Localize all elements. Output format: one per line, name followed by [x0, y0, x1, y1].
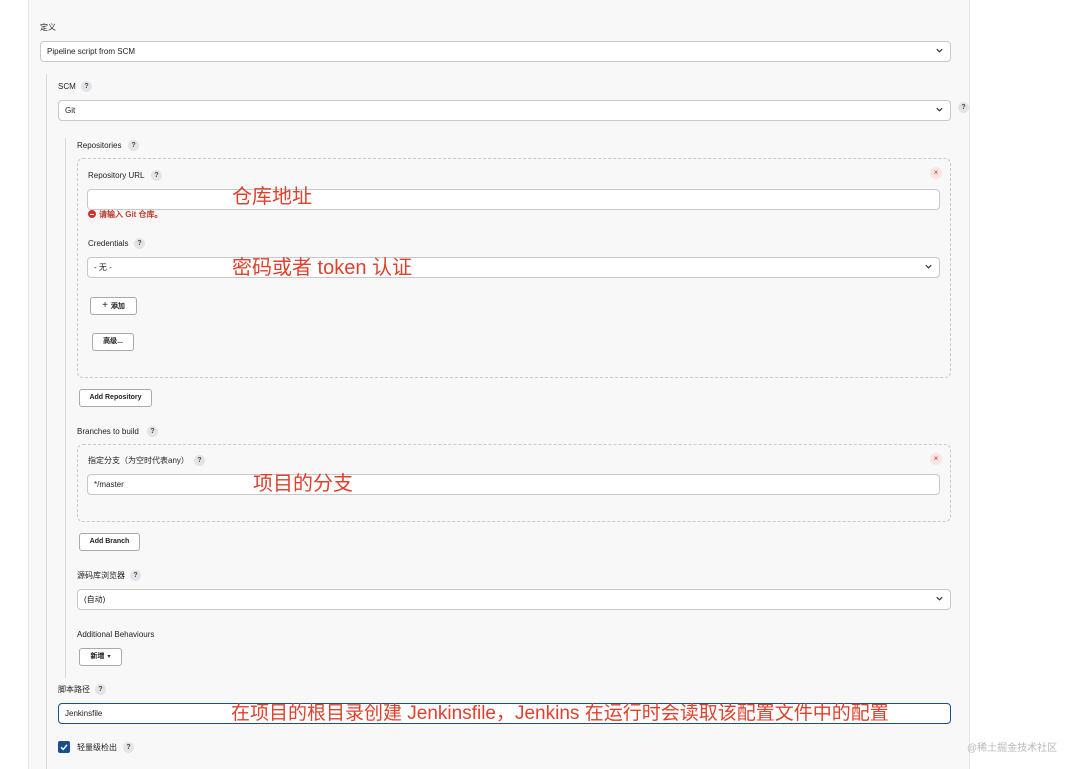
- credentials-label: Credentials: [88, 239, 129, 248]
- credentials-select-value: - 无 -: [94, 263, 112, 272]
- watermark: @稀土掘金技术社区: [967, 743, 1058, 754]
- chevron-down-icon: [936, 596, 943, 601]
- repo-url-error-text: 请输入 Git 仓库。: [99, 210, 163, 219]
- repo-browser-help-icon[interactable]: ?: [130, 570, 141, 581]
- script-path-help-icon[interactable]: ?: [95, 684, 106, 695]
- repositories-label: Repositories: [77, 141, 122, 150]
- branches-help-icon[interactable]: ?: [147, 426, 158, 437]
- repo-url-help-icon[interactable]: ?: [151, 170, 162, 181]
- branch-specifier-help-icon[interactable]: ?: [194, 455, 205, 466]
- plus-icon: +: [102, 300, 108, 311]
- advanced-button[interactable]: 高级...: [92, 333, 134, 351]
- branch-box: [77, 444, 951, 522]
- git-section-border: [65, 138, 66, 678]
- lightweight-label: 轻量级检出: [77, 743, 117, 752]
- chevron-down-icon: [936, 107, 943, 112]
- caret-down-icon: ▾: [107, 654, 111, 660]
- scm-select-value: Git: [65, 106, 76, 115]
- branch-specifier-label: 指定分支（为空时代表any）: [88, 456, 189, 465]
- branches-label: Branches to build: [77, 427, 139, 436]
- repository-box: [77, 158, 951, 378]
- annotation-branch: 项目的分支: [253, 473, 353, 495]
- script-path-label: 脚本路径: [58, 685, 90, 694]
- add-branch-button[interactable]: Add Branch: [79, 533, 140, 551]
- scm-outer-help-icon[interactable]: ?: [958, 102, 969, 113]
- scm-label: SCM: [58, 82, 76, 91]
- annotation-script-path: 在项目的根目录创建 Jenkinsfile，Jenkins 在运行时会读取该配置…: [231, 703, 889, 724]
- remove-repository-icon[interactable]: ×: [930, 167, 942, 179]
- annotation-credentials: 密码或者 token 认证: [232, 257, 413, 279]
- lightweight-help-icon[interactable]: ?: [123, 742, 134, 753]
- repo-url-input[interactable]: [87, 189, 940, 210]
- add-credentials-button[interactable]: + 添加: [90, 297, 137, 315]
- error-icon: [88, 210, 96, 218]
- repo-browser-select[interactable]: (自动): [77, 589, 951, 610]
- credentials-help-icon[interactable]: ?: [134, 238, 145, 249]
- branch-specifier-input[interactable]: [87, 474, 940, 495]
- add-behaviour-button[interactable]: 新增 ▾: [79, 648, 122, 666]
- scm-select[interactable]: Git: [58, 100, 951, 121]
- definition-select[interactable]: Pipeline script from SCM: [40, 41, 951, 62]
- credentials-select[interactable]: - 无 -: [87, 257, 940, 278]
- annotation-repo-url: 仓库地址: [232, 186, 312, 208]
- repositories-help-icon[interactable]: ?: [128, 140, 139, 151]
- scm-section-border: [46, 74, 47, 769]
- chevron-down-icon: [936, 48, 943, 53]
- lightweight-checkbox[interactable]: [58, 741, 70, 753]
- repo-url-error: 请输入 Git 仓库。: [88, 210, 163, 220]
- chevron-down-icon: [925, 264, 932, 269]
- repo-browser-select-value: (自动): [84, 595, 106, 604]
- remove-branch-icon[interactable]: ×: [930, 453, 942, 465]
- definition-label: 定义: [40, 23, 56, 32]
- scm-help-icon[interactable]: ?: [81, 81, 92, 92]
- add-repository-button[interactable]: Add Repository: [79, 389, 152, 407]
- add-behaviour-label: 新增: [90, 653, 105, 660]
- repo-url-label: Repository URL: [88, 171, 145, 180]
- definition-select-value: Pipeline script from SCM: [47, 47, 136, 56]
- script-path-input[interactable]: [58, 703, 951, 724]
- add-credentials-label: 添加: [110, 303, 125, 310]
- repo-browser-label: 源码库浏览器: [77, 571, 125, 580]
- config-panel: [28, 0, 970, 769]
- additional-behaviours-label: Additional Behaviours: [77, 630, 155, 639]
- checkmark-icon: [60, 744, 68, 751]
